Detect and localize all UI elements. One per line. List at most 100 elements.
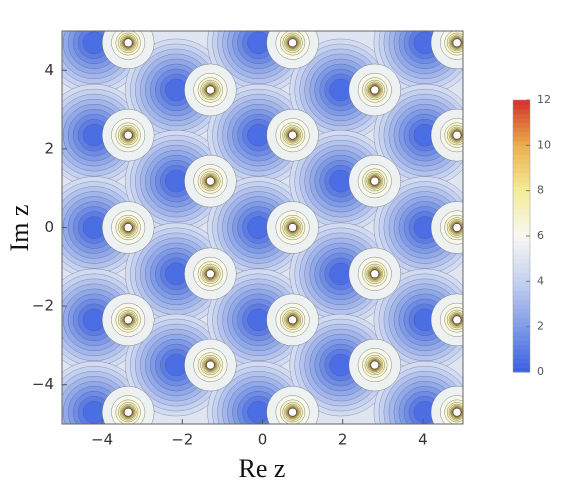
- y-tick-label: −2: [32, 297, 54, 315]
- colorbar-label: 8: [537, 184, 544, 197]
- pole-center: [452, 315, 462, 325]
- colorbar-cell: [513, 136, 530, 142]
- pole: [184, 247, 237, 301]
- pole-center: [288, 223, 297, 232]
- contour-ring: [247, 216, 270, 239]
- colorbar-cell: [513, 349, 530, 355]
- colorbar-cell: [513, 313, 530, 319]
- colorbar-cell: [513, 149, 530, 155]
- colorbar-cell: [513, 217, 530, 223]
- minimum: [125, 38, 228, 142]
- contour-ring: [165, 169, 188, 193]
- colorbar-cell: [513, 113, 530, 119]
- colorbar-cell: [513, 236, 530, 242]
- colorbar-cell: [513, 335, 530, 341]
- colorbar-cell: [513, 158, 530, 164]
- pole: [430, 293, 463, 347]
- contour-ring: [247, 308, 270, 332]
- pole: [266, 108, 319, 162]
- colorbar-cell: [513, 181, 530, 187]
- colorbar-cell: [513, 190, 530, 196]
- y-tick-label: 4: [44, 61, 54, 79]
- pole: [266, 201, 319, 254]
- minimum: [62, 31, 146, 94]
- pole-center: [370, 176, 380, 186]
- colorbar-cell: [513, 131, 530, 137]
- contour-ring: [82, 308, 106, 332]
- colorbar-cell: [513, 168, 530, 174]
- colorbar-cell: [513, 104, 530, 110]
- colorbar-cell: [513, 231, 530, 237]
- colorbar-cell: [513, 208, 530, 214]
- pole: [101, 31, 155, 69]
- contour-ring: [247, 31, 270, 54]
- colorbar-cell: [513, 118, 530, 124]
- colorbar-cell: [513, 226, 530, 232]
- colorbar-cell: [513, 263, 530, 269]
- pole-center: [206, 360, 215, 370]
- pole-center: [452, 38, 462, 48]
- pole: [266, 31, 319, 69]
- minimum: [373, 176, 463, 279]
- colorbar-cell: [513, 240, 530, 246]
- pole-center: [206, 85, 215, 95]
- colorbar-label: 2: [537, 320, 544, 333]
- colorbar-cell: [513, 100, 530, 106]
- colorbar-cell: [513, 258, 530, 264]
- contour-ring: [329, 353, 352, 377]
- pole-center: [206, 176, 215, 186]
- colorbar-cell: [513, 222, 530, 228]
- y-tick-label: 2: [44, 139, 54, 157]
- colorbar-cell: [513, 331, 530, 337]
- contour-ring: [165, 262, 188, 286]
- colorbar-cell: [513, 267, 530, 273]
- pole-center: [370, 360, 380, 370]
- colorbar-cell: [513, 177, 530, 183]
- pole-center: [123, 38, 133, 48]
- pole: [348, 154, 401, 208]
- colorbar-cell: [513, 326, 530, 332]
- pole-center: [123, 315, 133, 325]
- pole-center: [123, 223, 133, 232]
- colorbar-cell: [513, 353, 530, 359]
- pole-center: [370, 269, 380, 279]
- colorbar-label: 10: [537, 138, 551, 151]
- y-label: Im z: [5, 205, 34, 252]
- colorbar-cell: [513, 358, 530, 364]
- contour-ring: [82, 216, 106, 239]
- colorbar-cell: [513, 199, 530, 205]
- pole: [430, 201, 463, 254]
- pole-center: [452, 223, 462, 232]
- contour-ring: [82, 31, 106, 54]
- colorbar-cell: [513, 362, 530, 368]
- colorbar-label: 6: [537, 229, 544, 242]
- x-tick-label: −2: [171, 431, 193, 449]
- colorbar-cell: [513, 245, 530, 251]
- plot-area: [62, 31, 463, 424]
- colorbar-cell: [513, 204, 530, 210]
- y-tick-label: 0: [44, 218, 54, 236]
- colorbar-cell: [513, 308, 530, 314]
- colorbar-cell: [513, 285, 530, 291]
- contour-ring: [165, 78, 188, 102]
- colorbar-cell: [513, 163, 530, 169]
- pole: [184, 63, 237, 117]
- colorbar-cell: [513, 140, 530, 146]
- colorbar-cell: [513, 109, 530, 115]
- x-label: Re z: [239, 454, 286, 483]
- colorbar-cell: [513, 304, 530, 310]
- pole-center: [288, 38, 297, 48]
- contour-ring: [329, 78, 352, 102]
- contour-ring: [329, 262, 352, 286]
- colorbar-cell: [513, 172, 530, 178]
- colorbar-cell: [513, 367, 530, 373]
- pole: [101, 201, 155, 254]
- pole: [101, 386, 155, 424]
- pole-center: [370, 85, 380, 95]
- colorbar-cell: [513, 254, 530, 260]
- minimum: [207, 31, 310, 94]
- x-tick-label: −4: [91, 431, 113, 449]
- colorbar-cell: [513, 299, 530, 305]
- colorbar-cell: [513, 249, 530, 255]
- colorbar-cell: [513, 340, 530, 346]
